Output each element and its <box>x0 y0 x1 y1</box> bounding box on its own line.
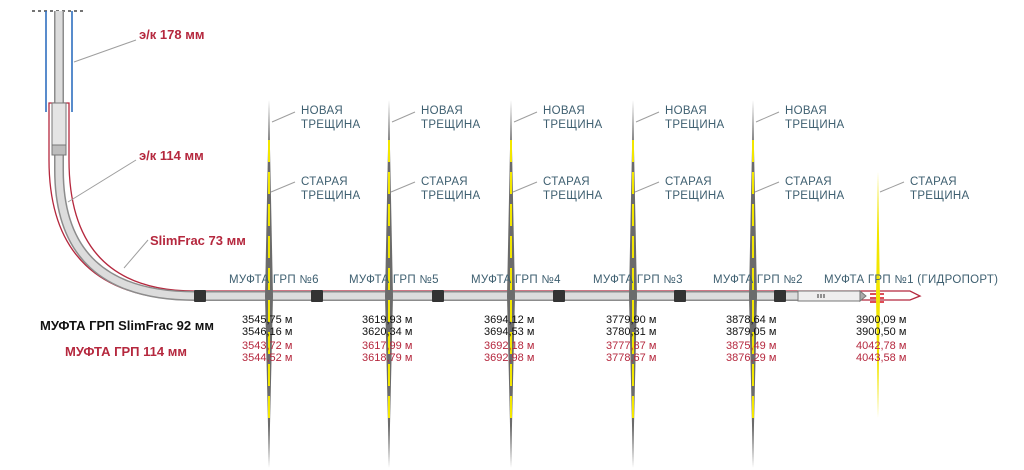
depth-114-bottom: 3544,52 м <box>242 352 293 364</box>
depth-114-bottom: 3618,79 м <box>362 352 413 364</box>
depth-92-bottom: 3694,53 м <box>484 326 535 338</box>
legend-sleeve-92: МУФТА ГРП SlimFrac 92 мм <box>40 318 214 333</box>
depth-114-top: 3777,87 м <box>606 340 657 352</box>
sleeve-label-2: МУФТА ГРП №2 <box>713 274 803 286</box>
new-fracture-pointer <box>513 111 538 123</box>
depth-92-top: 3900,09 м <box>856 314 907 326</box>
depth-92-top: 3619,93 м <box>362 314 413 326</box>
new-fracture-upper <box>265 100 273 296</box>
hanger-block <box>51 144 67 156</box>
new-fracture-label-line2: ТРЕЩИНА <box>543 119 603 131</box>
depth-92-bottom: 3900,50 м <box>856 326 907 338</box>
casing-114-outline <box>48 102 922 301</box>
old-fracture-label-line2: ТРЕЩИНА <box>301 190 361 202</box>
depth-92-bottom: 3879,05 м <box>726 326 777 338</box>
new-fracture-pointer <box>271 111 296 123</box>
old-fracture-label-line1: СТАРАЯ <box>665 176 712 188</box>
depth-114-bottom: 3692,98 м <box>484 352 535 364</box>
depth-114-bottom: 3778,67 м <box>606 352 657 364</box>
packers-layer <box>194 290 786 302</box>
depth-92-bottom: 3546,16 м <box>242 326 293 338</box>
depth-114-top: 4042,78 м <box>856 340 907 352</box>
new-fracture-label-line1: НОВАЯ <box>665 105 708 117</box>
sleeve-label-6: МУФТА ГРП №6 <box>229 274 319 286</box>
new-fracture-label-line2: ТРЕЩИНА <box>785 119 845 131</box>
depth-114-top: 3692,18 м <box>484 340 535 352</box>
sleeve-label-1: МУФТА ГРП №1 (ГИДРОПОРТ) <box>824 274 999 286</box>
packer-1 <box>194 290 206 302</box>
casing-shoe-block <box>51 102 67 146</box>
depth-114-top: 3875,49 м <box>726 340 777 352</box>
old-fracture-pointer <box>879 181 905 193</box>
new-fracture-label-line1: НОВАЯ <box>785 105 828 117</box>
tubing-bullnose <box>859 289 867 303</box>
old-fracture-pointer <box>390 181 416 193</box>
depth-114-top: 3543,72 м <box>242 340 293 352</box>
sleeve-label-4: МУФТА ГРП №4 <box>471 274 561 286</box>
packer-3 <box>432 290 444 302</box>
new-fracture-label-line1: НОВАЯ <box>301 105 344 117</box>
new-fracture-upper <box>385 100 393 296</box>
legend-sleeve-114: МУФТА ГРП 114 мм <box>65 344 187 359</box>
depth-92-top: 3779,90 м <box>606 314 657 326</box>
old-fracture-label-line1: СТАРАЯ <box>785 176 832 188</box>
depth-92-top: 3694,12 м <box>484 314 535 326</box>
casing-label-pointers <box>67 39 149 269</box>
old-fracture-pointer <box>512 181 538 193</box>
old-fracture-label-line2: ТРЕЩИНА <box>910 190 970 202</box>
old-fracture-label-line2: ТРЕЩИНА <box>543 190 603 202</box>
new-fracture-upper <box>749 100 757 296</box>
old-fracture <box>876 172 880 418</box>
new-fracture-label-line2: ТРЕЩИНА <box>301 119 361 131</box>
fractures-layer <box>265 100 905 468</box>
packer-5 <box>674 290 686 302</box>
new-fracture-label-line1: НОВАЯ <box>543 105 586 117</box>
depth-92-top: 3878,64 м <box>726 314 777 326</box>
casing-178-label: э/к 178 мм <box>139 27 205 42</box>
depth-114-top: 3617,99 м <box>362 340 413 352</box>
depth-92-top: 3545,75 м <box>242 314 293 326</box>
old-fracture-label-line1: СТАРАЯ <box>543 176 590 188</box>
new-fracture-label-line1: НОВАЯ <box>421 105 464 117</box>
new-fracture-pointer <box>755 111 780 123</box>
new-fracture-pointer <box>391 111 416 123</box>
sleeve-label-5: МУФТА ГРП №5 <box>349 274 439 286</box>
sleeve-label-3: МУФТА ГРП №3 <box>593 274 683 286</box>
depth-92-bottom: 3780,31 м <box>606 326 657 338</box>
packer-4 <box>553 290 565 302</box>
old-fracture-label-line1: СТАРАЯ <box>301 176 348 188</box>
slimfrac-label: SlimFrac 73 мм <box>150 233 246 248</box>
depth-114-bottom: 3876,29 м <box>726 352 777 364</box>
old-fracture-pointer <box>754 181 780 193</box>
depth-114-bottom: 4043,58 м <box>856 352 907 364</box>
tubing-tail <box>797 290 861 302</box>
depth-92-bottom: 3620,34 м <box>362 326 413 338</box>
old-fracture-label-line2: ТРЕЩИНА <box>665 190 725 202</box>
old-fracture-label-line2: ТРЕЩИНА <box>421 190 481 202</box>
new-fracture-label-line2: ТРЕЩИНА <box>665 119 725 131</box>
old-fracture-label-line1: СТАРАЯ <box>421 176 468 188</box>
tubing-slimfrac-inner <box>55 11 860 300</box>
new-fracture-label-line2: ТРЕЩИНА <box>421 119 481 131</box>
new-fracture-upper <box>507 100 515 296</box>
new-fracture-pointer <box>635 111 660 123</box>
packer-6 <box>774 290 786 302</box>
new-fracture-upper <box>629 100 637 296</box>
old-fracture-pointer <box>634 181 660 193</box>
packer-2 <box>311 290 323 302</box>
old-fracture-pointer <box>270 181 296 193</box>
casing-114-label: э/к 114 мм <box>139 148 204 163</box>
old-fracture-label-line2: ТРЕЩИНА <box>785 190 845 202</box>
old-fracture-label-line1: СТАРАЯ <box>910 176 957 188</box>
